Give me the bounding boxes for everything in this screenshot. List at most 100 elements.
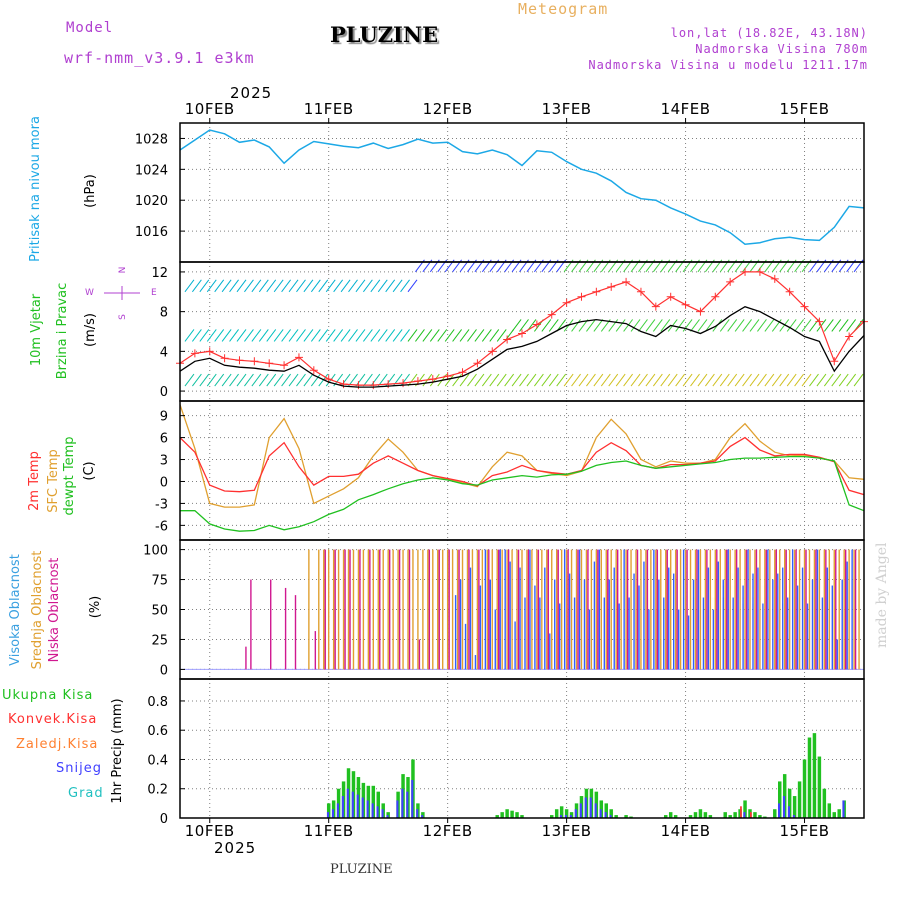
wind-barb-0-22 (318, 279, 329, 293)
precip-snow-bar-21 (416, 809, 419, 818)
precip-snow-bar-7 (346, 788, 349, 818)
wind-barb-1-119.5 (801, 319, 812, 332)
precip-total-bar-37 (495, 815, 499, 818)
wind-barb-1-14.5 (281, 329, 292, 342)
wind-barb-1-67 (541, 319, 552, 332)
precip-snow-bar-6 (341, 796, 344, 818)
wind-barb-2-7 (244, 373, 254, 387)
wind-barb-1-35.5 (385, 329, 396, 342)
wind-barb-1-10 (258, 329, 269, 342)
max-wind-marker-41 (785, 287, 794, 296)
precip-total-bar-77 (693, 812, 698, 818)
wind-barb-0-16 (288, 279, 299, 293)
wind-barb-2-125.5 (831, 373, 842, 387)
model-elevation-label: Nadmorska Visina u modelu 1211.17m (588, 58, 868, 72)
sfc-temp-line (179, 404, 865, 508)
max-wind-marker-28 (592, 287, 601, 296)
precip-label-frz: Zaledj.Kisa (16, 737, 99, 752)
precip-total-bar-103 (822, 788, 827, 818)
precip-total-bar-99 (802, 759, 807, 818)
ytick-label-precip-4: 0 (160, 812, 168, 827)
wind-barb-1-28 (348, 329, 358, 342)
precip-snow-bar-51 (564, 815, 567, 818)
wind-barb-2-115 (779, 373, 790, 387)
wind-barb-2-122.5 (816, 373, 827, 387)
panel-frame-precip (179, 678, 865, 819)
wind-barb-1--3.5 (191, 329, 202, 342)
ytick-label-temperature-4: -3 (155, 497, 168, 512)
precip-total-bar-12 (371, 785, 376, 818)
precip-snow-bar-95 (782, 796, 786, 818)
wind-barb-2-112 (764, 373, 775, 387)
wind-barb-2-73 (571, 373, 581, 387)
wind-barb-2--2 (199, 373, 210, 387)
wind-barb-1-77.5 (593, 319, 604, 332)
ytick-label-clouds-1: 75 (151, 574, 168, 589)
precip-snow-bar-9 (356, 794, 359, 818)
wind-barb-1-80.5 (608, 319, 619, 332)
precip-total-bar-72 (668, 812, 673, 818)
wind-barb-1-5.5 (236, 329, 247, 342)
wind-barb-1--0.5 (206, 329, 217, 342)
wind-barb-0-17.5 (296, 279, 306, 293)
precip-snow-bar-19 (406, 791, 409, 818)
wind-barb-2-19 (303, 373, 314, 387)
wind-barb-1-37 (392, 329, 403, 342)
wind-barb-1-49 (452, 329, 463, 342)
wind-barb-1-82 (615, 319, 626, 332)
precip-snow-bar-56 (589, 797, 592, 818)
precip-label-total: Ukupna Kisa (2, 688, 94, 703)
wind-barb-2-95.5 (682, 373, 693, 387)
wind-barb-1-91 (660, 319, 671, 332)
wind-barb-2-44.5 (429, 373, 440, 387)
precip-total-bar-3 (326, 803, 331, 818)
wind-barb-2-11.5 (266, 373, 277, 387)
wind-barb-1-22 (318, 329, 329, 342)
max-wind-marker-30 (622, 277, 631, 286)
precip-total-bar-102 (817, 756, 822, 818)
precip-conv-bar-88 (750, 812, 752, 818)
ytick-label-temperature-1: 6 (160, 432, 168, 447)
precip-total-bar-42 (520, 815, 524, 818)
wind-barb-1-56.5 (489, 329, 500, 342)
precip-total-bar-61 (614, 815, 618, 818)
ytick-label-precip-3: 0.2 (147, 783, 168, 798)
footer-station: PLUZINE (330, 862, 393, 877)
precip-snow-bar-96 (787, 806, 790, 818)
wind-barb-2-16 (288, 373, 299, 387)
wind-barb-2-32.5 (370, 373, 381, 387)
data-series (176, 129, 868, 818)
ytick-label-temperature-5: -6 (155, 519, 168, 534)
compass-east: E (151, 288, 157, 298)
max-wind-marker-42 (800, 302, 809, 311)
wind-barb-1-46 (437, 329, 448, 342)
max-wind-marker-32 (651, 302, 660, 311)
wind-barb-1-2.5 (221, 329, 232, 342)
wind-barb-2-110.5 (757, 373, 767, 387)
precip-total-bar-80 (708, 815, 713, 818)
date-label-top-3: 13FEB (542, 100, 592, 118)
wind-barb-2-70 (556, 373, 567, 387)
precip-snow-bar-53 (574, 809, 577, 818)
wind-barb-1-118 (794, 319, 805, 332)
wind-barb-2-116.5 (786, 373, 797, 387)
precip-snow-bar-107 (842, 800, 845, 818)
wind-barb-1-97 (690, 319, 700, 332)
precip-snow-bar-87 (743, 812, 746, 818)
wind-barb-1-23.5 (325, 329, 336, 342)
date-label-top-5: 15FEB (780, 100, 830, 118)
wind-barb-0--5 (184, 279, 195, 293)
max-wind-marker-35 (696, 307, 705, 316)
ytick-label-wind-2: 4 (160, 345, 168, 360)
wind-barb-0-7 (244, 279, 254, 293)
precip-total-bar-13 (376, 791, 380, 818)
elevation-label: Nadmorska Visina 780m (695, 42, 868, 56)
max-wind-marker-37 (726, 277, 735, 286)
max-wind-marker-38 (741, 267, 750, 276)
wind-barb-2-97 (690, 373, 700, 387)
ytick-label-precip-2: 0.4 (147, 753, 168, 768)
precip-total-bar-89 (753, 812, 757, 818)
max-wind-marker-22 (503, 335, 512, 344)
wind-barb-2-37 (392, 373, 403, 387)
ytick-label-clouds-3: 25 (151, 633, 168, 648)
